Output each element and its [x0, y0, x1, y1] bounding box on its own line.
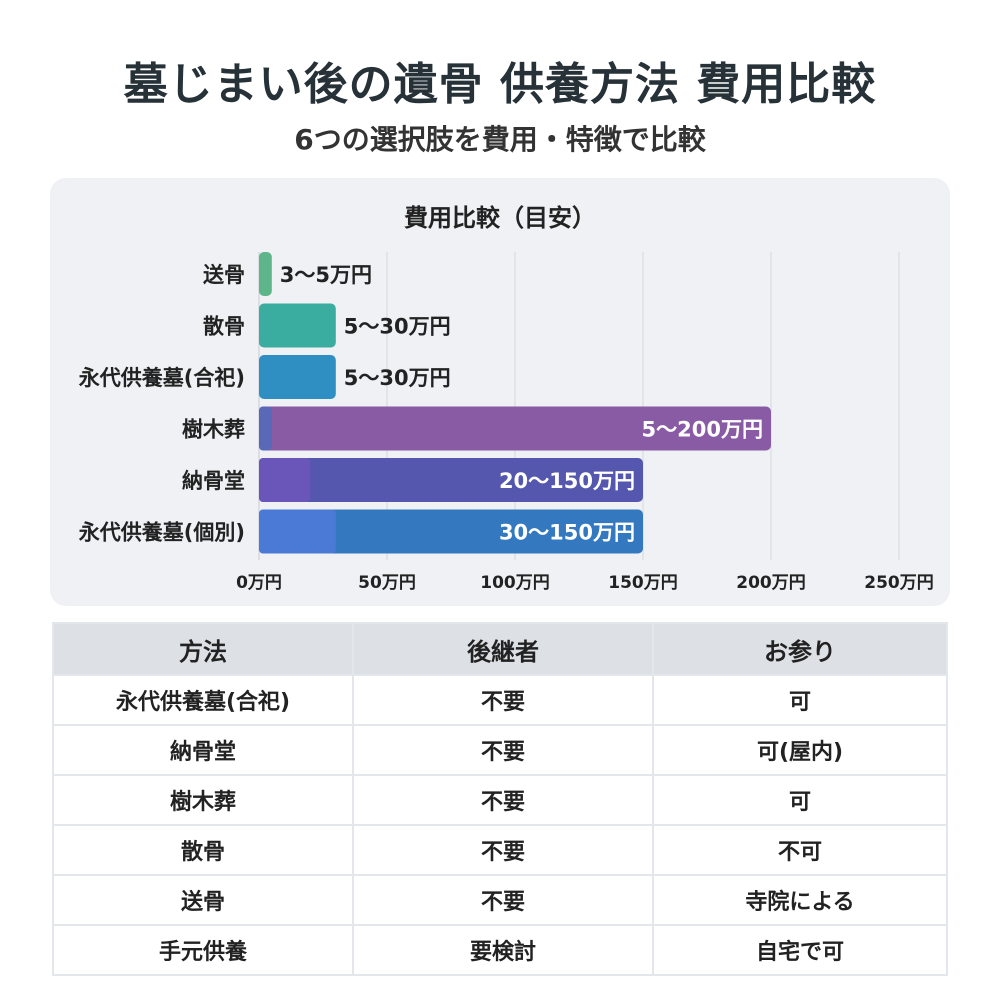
header-visit: お参り — [652, 622, 948, 676]
cell-successor: 不要 — [352, 774, 654, 826]
bar — [259, 458, 643, 502]
data-label: 5〜30万円 — [344, 315, 451, 339]
table-row: 納骨堂 不要 可(屋内) — [52, 724, 948, 776]
cell-method: 永代供養墓(合祀) — [52, 674, 354, 726]
header-method: 方法 — [52, 622, 354, 676]
bar-min-segment — [259, 509, 336, 554]
bar — [259, 509, 643, 554]
x-tick-label: 150万円 — [608, 573, 678, 593]
category-label: 散骨 — [203, 315, 245, 339]
table-row: 散骨 不要 不可 — [52, 824, 948, 876]
data-label: 5〜200万円 — [642, 418, 763, 442]
category-label: 永代供養墓(合祀) — [78, 366, 245, 390]
cell-successor: 不要 — [352, 824, 654, 876]
data-label: 5〜30万円 — [344, 366, 451, 390]
comparison-table: 方法 後継者 お参り 永代供養墓(合祀) 不要可納骨堂 不要 可(屋内) 樹木葬 不要可散… — [52, 622, 948, 976]
cell-method: 樹木葬 — [52, 774, 354, 826]
table-row: 手元供養 要検討 自宅で可 — [52, 924, 948, 976]
page-subtitle: 6つの選択肢を費用・特徴で比較 — [294, 123, 706, 156]
category-label: 納骨堂 — [182, 469, 245, 493]
category-label: 樹木葬 — [182, 418, 245, 442]
cell-visit: 自宅で可 — [652, 924, 948, 976]
table-row: 樹木葬 不要可 — [52, 774, 948, 826]
bar — [259, 406, 771, 451]
cell-method: 送骨 — [52, 874, 354, 926]
cell-visit: 不可 — [652, 824, 948, 876]
cell-successor: 不要 — [352, 724, 654, 776]
category-label: 永代供養墓(個別) — [78, 521, 245, 545]
table-row: 永代供養墓(合祀) 不要可 — [52, 674, 948, 726]
bar — [259, 355, 336, 399]
cell-visit: 可 — [652, 774, 948, 826]
x-tick-label: 200万円 — [736, 573, 806, 593]
header-successor: 後継者 — [352, 622, 654, 676]
cell-successor: 不要 — [352, 674, 654, 726]
table-row: 送骨 不要 寺院による — [52, 874, 948, 926]
cell-method: 納骨堂 — [52, 724, 354, 776]
cell-visit: 可 — [652, 674, 948, 726]
x-tick-label: 100万円 — [480, 573, 550, 593]
cell-visit: 可(屋内) — [652, 724, 948, 776]
cell-method: 手元供養 — [52, 924, 354, 976]
cell-method: 散骨 — [52, 824, 354, 876]
data-label: 30〜150万円 — [499, 521, 635, 545]
x-tick-label: 0万円 — [236, 573, 282, 593]
category-label: 送骨 — [203, 263, 245, 287]
bar — [259, 303, 336, 348]
x-tick-label: 50万円 — [358, 573, 416, 593]
table-header-row: 方法 後継者 お参り — [52, 622, 948, 676]
cell-successor: 不要 — [352, 874, 654, 926]
bar — [259, 252, 272, 296]
data-label: 3〜5万円 — [280, 263, 372, 287]
cell-successor: 要検討 — [352, 924, 654, 976]
bar-min-segment — [259, 458, 311, 502]
data-label: 20〜150万円 — [499, 469, 635, 493]
bar-min-segment — [259, 406, 272, 451]
cell-visit: 寺院による — [652, 874, 948, 926]
x-tick-label: 250万円 — [864, 573, 934, 593]
chart-title: 費用比較（目安） — [404, 204, 596, 232]
page-title: 墓じまい後の遺骨 供養方法 費用比較 — [123, 59, 877, 110]
